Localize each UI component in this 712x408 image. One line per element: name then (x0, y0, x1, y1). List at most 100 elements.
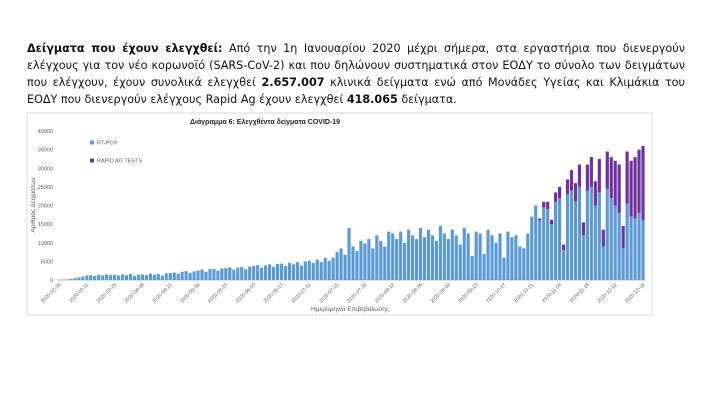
bar (506, 231, 510, 280)
bar (621, 248, 625, 280)
bar (379, 240, 383, 280)
y-tick-label: 5000 (41, 259, 53, 265)
bar (577, 164, 582, 187)
bar (113, 274, 117, 280)
bar (196, 270, 200, 280)
bar (339, 248, 343, 280)
bar (522, 248, 526, 280)
bar (641, 220, 645, 280)
bar (565, 194, 570, 280)
bar (224, 268, 228, 280)
bar (220, 268, 224, 280)
bar (403, 242, 407, 280)
bar (244, 269, 248, 280)
text: Από την 1η Ιανουαρίου 2020 μέχρι σήμερα,… (27, 42, 685, 89)
bar (323, 258, 327, 280)
y-tick-label: 0 (50, 278, 53, 284)
bar (152, 274, 156, 280)
bar (422, 237, 427, 280)
bar (569, 170, 574, 191)
bar (581, 235, 586, 280)
bar (311, 262, 315, 280)
bar (577, 186, 582, 280)
bar (315, 259, 319, 280)
bar (518, 246, 522, 280)
bar (228, 267, 232, 280)
bar (601, 246, 605, 280)
bar (613, 205, 617, 280)
bar (69, 278, 73, 280)
bar (554, 192, 558, 202)
bar (208, 269, 212, 280)
legend-label: RAPID AG TESTS (97, 159, 142, 165)
bar (585, 164, 589, 191)
bar (307, 260, 311, 280)
bar (204, 271, 208, 280)
bar (73, 278, 77, 280)
bar (407, 229, 411, 280)
bar (498, 233, 502, 280)
bar (124, 275, 129, 280)
bar (105, 274, 109, 280)
bar (593, 181, 597, 206)
bar (418, 227, 423, 280)
bar (482, 253, 486, 280)
bar (295, 262, 299, 280)
bar (387, 231, 391, 280)
bar (454, 235, 458, 280)
y-tick-label: 40000 (38, 129, 53, 135)
bar (136, 274, 141, 280)
bar (212, 268, 216, 280)
bar (458, 244, 462, 280)
bar (180, 271, 184, 280)
bar (641, 145, 645, 221)
bar (120, 274, 125, 280)
bar (363, 243, 367, 280)
bar (621, 225, 625, 249)
bar (299, 265, 303, 280)
bar (546, 201, 550, 210)
bar (605, 188, 609, 280)
bar (629, 160, 633, 217)
bar (319, 262, 323, 280)
bar (164, 273, 168, 280)
legend-swatch (90, 140, 94, 145)
bar (116, 275, 121, 280)
bar (263, 265, 268, 280)
x-axis-title: Ημερομηνία Επιβεβαίωσης (311, 305, 389, 313)
bar (526, 233, 530, 280)
bar (609, 198, 613, 280)
bar (633, 157, 637, 219)
bar (597, 192, 601, 280)
bar (538, 218, 542, 221)
bar (597, 158, 601, 193)
bar (85, 275, 89, 280)
y-tick-label: 25000 (38, 185, 53, 191)
y-tick-label: 20000 (38, 204, 53, 210)
bar (287, 262, 292, 280)
bar (275, 263, 280, 280)
bar (546, 209, 550, 280)
bar (478, 233, 482, 280)
bar (542, 207, 546, 280)
bar (383, 246, 387, 280)
bar (510, 237, 514, 280)
bar (109, 275, 113, 280)
bar (351, 246, 355, 280)
bold-text: 418.065 (346, 93, 398, 106)
bar (148, 273, 152, 280)
bold-text: Δείγματα που έχουν ελεγχθεί: (27, 42, 223, 55)
bar (93, 275, 97, 280)
bar (573, 183, 578, 202)
bar (589, 157, 593, 187)
bar (430, 235, 435, 280)
legend-label: RT-PCR (97, 141, 117, 147)
bar (613, 160, 617, 206)
bar (637, 149, 641, 213)
bar (490, 235, 494, 280)
bar (168, 272, 172, 280)
bar (355, 250, 359, 280)
bar (200, 269, 204, 280)
